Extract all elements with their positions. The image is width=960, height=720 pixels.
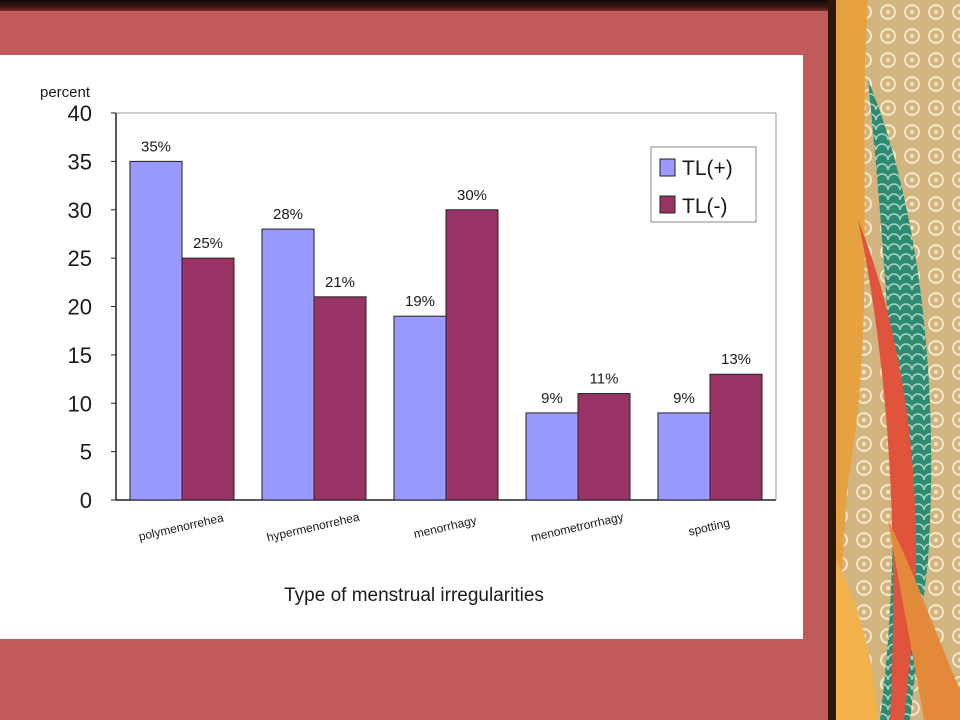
data-label: 11% (590, 371, 619, 388)
y-tick-label: 0 (80, 488, 92, 513)
data-label: 21% (325, 274, 355, 291)
bar-tl-plus-menometrorrhagy (525, 412, 579, 501)
data-label: 28% (273, 206, 303, 223)
category-labels: polymenorrehea hypermenorrehea menorrhagy m… (137, 510, 731, 545)
y-tick-label: 10 (68, 391, 92, 416)
bar-tl-plus-polymenorrehea (129, 160, 183, 501)
bar-tl-minus-hypermenorrehea (313, 296, 367, 501)
data-label: 9% (541, 390, 563, 407)
bar-tl-minus-spotting (709, 373, 763, 501)
y-tick-label: 25 (68, 246, 92, 271)
bar-tl-minus-menorrhagy (445, 209, 499, 501)
bar-tl-minus-menometrorrhagy (577, 393, 631, 501)
category-label-spotting: spotting (687, 516, 731, 539)
data-label: 35% (141, 138, 171, 155)
data-label: 19% (405, 293, 435, 310)
category-label-menometrorrhagy: menometrorrhagy (529, 510, 624, 545)
data-label: 25% (193, 235, 223, 252)
bar-tl-plus-menorrhagy (393, 315, 447, 501)
slide-top-band (0, 0, 828, 11)
x-axis-label: Type of menstrual irregularities (284, 585, 544, 606)
y-tick-label: 40 (68, 101, 92, 126)
legend: TL(+) TL(-) (650, 146, 757, 223)
chart-panel: 0 5 10 15 20 25 30 35 40 35% 25% 28% 21% 19% 30% 9% 11%… (0, 55, 803, 639)
y-tick-label: 35 (68, 149, 92, 174)
y-tick-label: 15 (68, 343, 92, 368)
bar-tl-plus-hypermenorrehea (261, 228, 315, 501)
bar-tl-plus-spotting (657, 412, 711, 501)
category-label-polymenorrehea: polymenorrehea (137, 510, 225, 543)
legend-swatch-tl-minus (659, 195, 676, 214)
legend-label-tl-minus: TL(-) (682, 195, 728, 218)
category-label-hypermenorrehea: hypermenorrehea (265, 510, 361, 545)
y-axis-label: percent (40, 84, 91, 101)
data-label: 13% (721, 351, 751, 368)
y-tick-label: 30 (68, 198, 92, 223)
y-tick-label: 5 (80, 440, 92, 465)
bar-tl-minus-polymenorrehea (181, 257, 235, 501)
data-label: 30% (457, 187, 487, 204)
legend-swatch-tl-plus (659, 158, 676, 177)
decorative-floral-border (828, 0, 960, 720)
y-tick-label: 20 (68, 295, 92, 320)
bar-chart: 0 5 10 15 20 25 30 35 40 35% 25% 28% 21% 19% 30% 9% 11%… (40, 84, 777, 606)
category-label-menorrhagy: menorrhagy (412, 513, 478, 541)
data-label: 9% (673, 390, 695, 407)
legend-label-tl-plus: TL(+) (682, 157, 733, 180)
y-ticks: 0 5 10 15 20 25 30 35 40 (68, 101, 116, 513)
data-labels: 35% 25% 28% 21% 19% 30% 9% 11% 9% 13% (141, 138, 751, 407)
bars (129, 160, 763, 501)
